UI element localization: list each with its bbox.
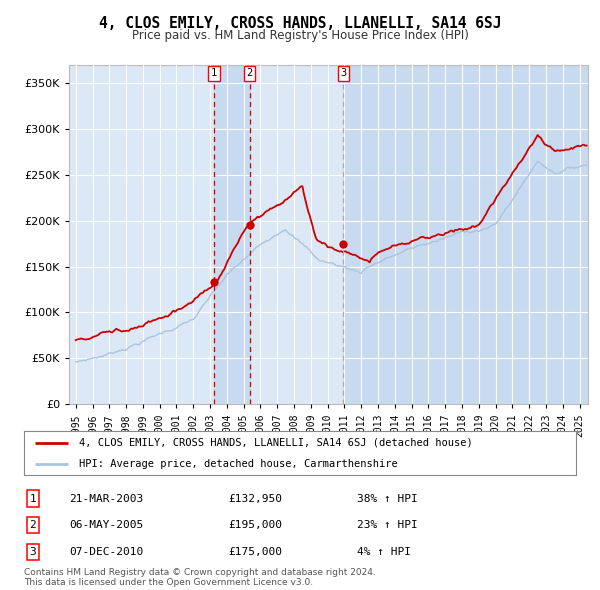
- Text: £195,000: £195,000: [228, 520, 282, 530]
- Text: 4% ↑ HPI: 4% ↑ HPI: [357, 547, 411, 556]
- Text: Contains HM Land Registry data © Crown copyright and database right 2024.: Contains HM Land Registry data © Crown c…: [24, 568, 376, 577]
- Text: 2: 2: [29, 520, 37, 530]
- Text: 2: 2: [247, 68, 253, 78]
- Text: HPI: Average price, detached house, Carmarthenshire: HPI: Average price, detached house, Carm…: [79, 459, 398, 469]
- Text: 06-MAY-2005: 06-MAY-2005: [69, 520, 143, 530]
- Bar: [343, 65, 588, 404]
- Text: £175,000: £175,000: [228, 547, 282, 556]
- Bar: [214, 65, 250, 404]
- Text: 4, CLOS EMILY, CROSS HANDS, LLANELLI, SA14 6SJ (detached house): 4, CLOS EMILY, CROSS HANDS, LLANELLI, SA…: [79, 438, 473, 448]
- Text: £132,950: £132,950: [228, 494, 282, 503]
- Text: 3: 3: [29, 547, 37, 556]
- Text: 38% ↑ HPI: 38% ↑ HPI: [357, 494, 418, 503]
- Text: This data is licensed under the Open Government Licence v3.0.: This data is licensed under the Open Gov…: [24, 578, 313, 587]
- Text: 21-MAR-2003: 21-MAR-2003: [69, 494, 143, 503]
- Text: Price paid vs. HM Land Registry's House Price Index (HPI): Price paid vs. HM Land Registry's House …: [131, 29, 469, 42]
- Text: 23% ↑ HPI: 23% ↑ HPI: [357, 520, 418, 530]
- Text: 3: 3: [340, 68, 346, 78]
- Text: 1: 1: [211, 68, 217, 78]
- Text: 07-DEC-2010: 07-DEC-2010: [69, 547, 143, 556]
- Text: 1: 1: [29, 494, 37, 503]
- Text: 4, CLOS EMILY, CROSS HANDS, LLANELLI, SA14 6SJ: 4, CLOS EMILY, CROSS HANDS, LLANELLI, SA…: [99, 16, 501, 31]
